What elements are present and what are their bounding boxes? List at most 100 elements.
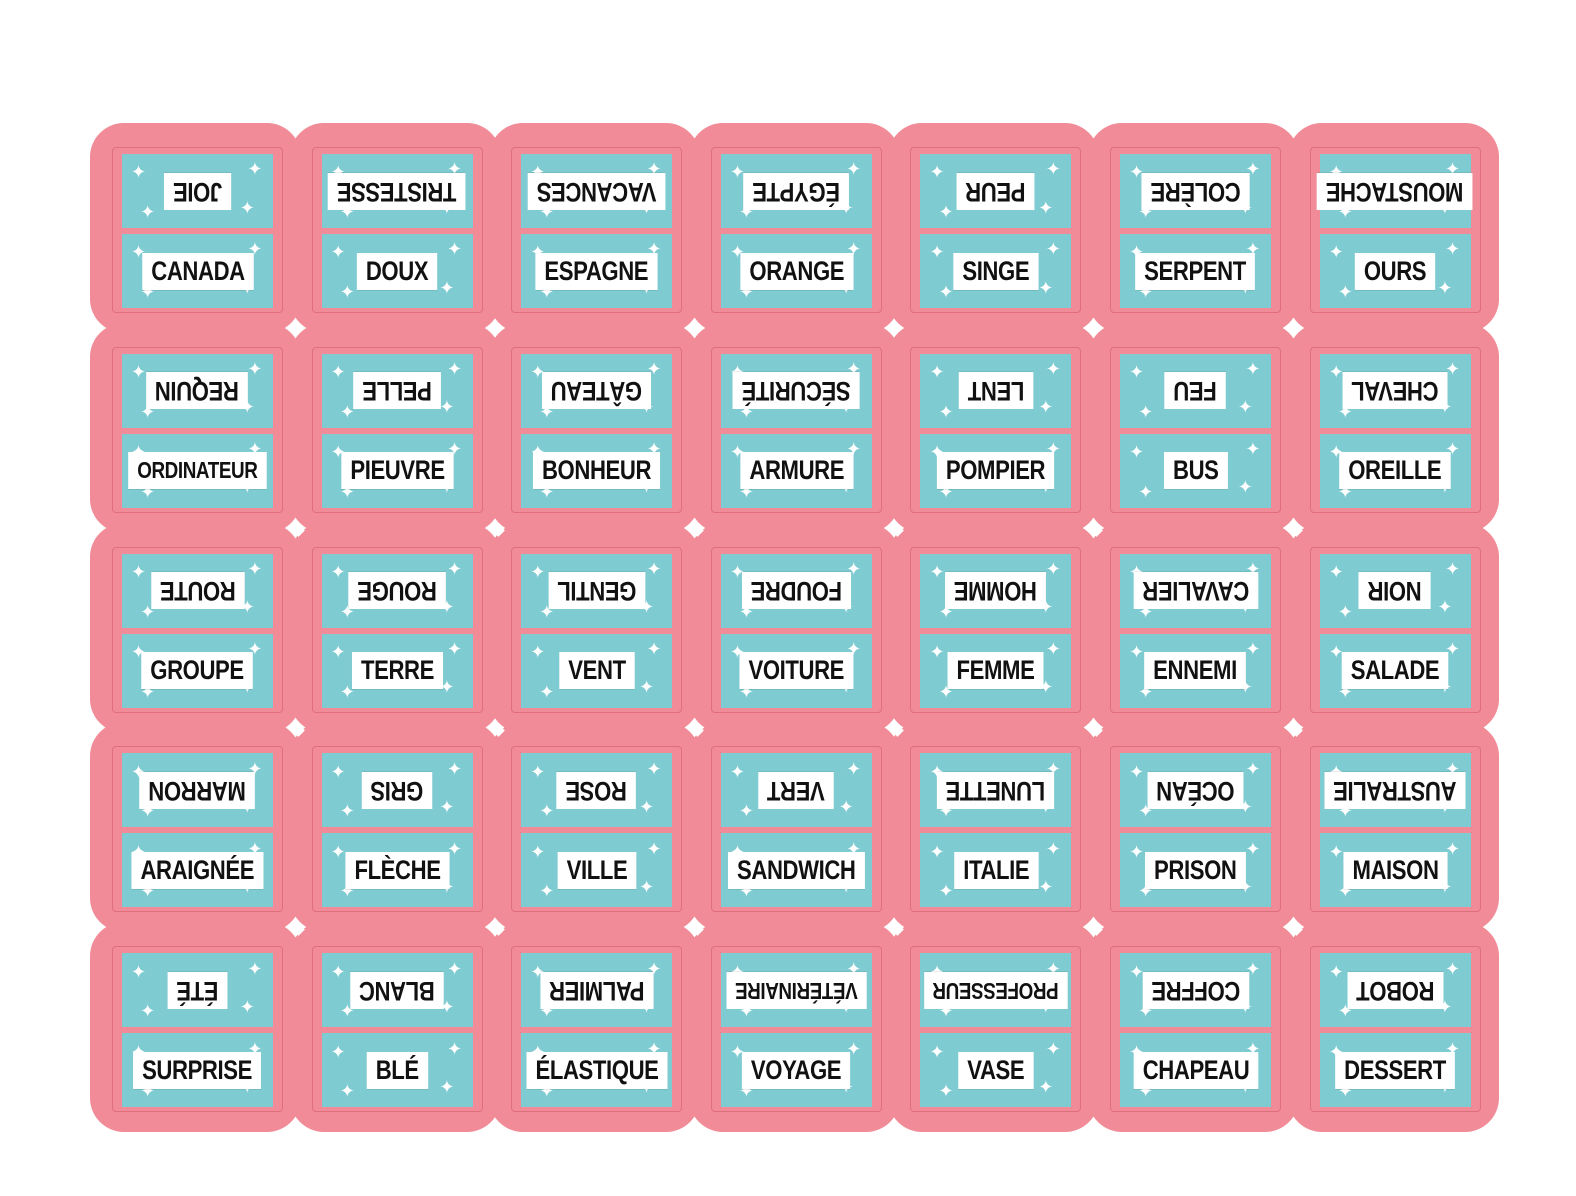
domino-half-bottom: ✦ ✦ ✦ ✦ BLÉ	[321, 1033, 473, 1108]
domino-half-bottom: ✦ ✦ ✦ ✦ TERRE	[321, 633, 473, 708]
domino-word-bottom: POMPIER	[937, 452, 1055, 490]
domino-card: ✦✦✦✦FOUDRE✦✦✦✦VOITURE	[688, 522, 900, 733]
sparkle-icon: ✦	[539, 801, 555, 823]
sparkle-icon: ✦	[439, 277, 455, 299]
domino-word-bottom: SINGE	[953, 252, 1039, 290]
domino-half-top: ✦ ✦ ✦ ✦ BLANC	[321, 953, 473, 1028]
sparkle-icon: ✦	[938, 401, 954, 423]
sparkle-icon: ✦	[330, 841, 346, 863]
domino-frame: ✦✦✦✦OCÉAN✦✦✦✦PRISON	[1110, 746, 1281, 913]
sparkle-icon: ✦	[330, 761, 346, 783]
domino-frame: ✦✦✦✦CHEVAL✦✦✦✦OREILLE	[1309, 346, 1481, 513]
sparkle-icon: ✦	[1328, 641, 1344, 663]
sparkle-icon: ✦	[646, 838, 662, 860]
sparkle-icon: ✦	[1328, 961, 1344, 983]
sparkle-icon: ✦	[239, 996, 255, 1018]
domino-word-bottom: VOYAGE	[742, 1051, 851, 1089]
domino-word-top: AUSTRALIE	[1324, 771, 1466, 809]
domino-word-top: ÉGYPTE	[743, 172, 849, 210]
domino-half-bottom: ✦✦✦✦OREILLE	[1319, 433, 1471, 508]
domino-word-top: PALMIER	[540, 971, 654, 1009]
domino-frame: ✦✦✦✦ROUTE✦✦✦✦GROUPE	[112, 546, 283, 713]
domino-half-bottom: ✦✦✦✦ARAIGNÉE	[122, 833, 273, 908]
domino-word-top: MARRON	[139, 771, 256, 809]
domino-half-top: ✦ ✦ ✦ ✦ LENT	[920, 353, 1072, 428]
domino-word-top: CHEVAL	[1342, 372, 1448, 410]
sparkle-icon: ✦	[140, 202, 156, 224]
domino-frame: ✦ ✦ ✦ ✦ JOIE ✦✦✦✦CANADA	[112, 147, 283, 313]
sparkle-icon: ✦	[638, 877, 655, 899]
sparkle-icon: ✦	[846, 159, 862, 181]
domino-word-top: ÉTÉ	[167, 971, 228, 1009]
domino-frame: ✦ ✦ ✦ ✦ ÉTÉ ✦✦✦✦SURPRISE	[112, 946, 283, 1113]
sparkle-icon: ✦	[1245, 359, 1261, 381]
sparkle-icon: ✦	[646, 558, 662, 580]
domino-word-bottom: MAISON	[1343, 851, 1448, 889]
domino-frame: ✦✦✦✦PELLE✦✦✦✦PIEUVRE	[311, 346, 483, 513]
sparkle-icon: ✦	[938, 881, 954, 903]
domino-word-top: OCÉAN	[1147, 771, 1244, 809]
domino-word-bottom: VILLE	[557, 851, 637, 889]
domino-word-top: GENTIL	[548, 572, 646, 610]
domino-word-top: CAVALIER	[1133, 572, 1258, 610]
domino-frame: ✦✦✦✦REQUIN✦✦✦✦ORDINATEUR	[112, 346, 283, 513]
domino-word-bottom: DESSERT	[1335, 1051, 1455, 1089]
domino-half-top: ✦ ✦ ✦ ✦ ROBOT	[1319, 953, 1471, 1028]
sparkle-icon: ✦	[446, 239, 463, 261]
domino-half-top: ✦✦✦✦PROFESSEUR	[920, 953, 1072, 1028]
sparkle-icon: ✦	[247, 558, 263, 580]
domino-half-top: ✦ ✦ ✦ ✦ PEUR	[920, 154, 1072, 228]
domino-half-top: ✦ ✦ ✦ ✦ VERT	[720, 753, 872, 828]
sparkle-icon: ✦	[1045, 838, 1061, 860]
domino-word-bottom: SERPENT	[1135, 252, 1256, 290]
domino-word-top: MOUSTACHE	[1317, 172, 1473, 210]
domino-word-top: COFFRE	[1142, 971, 1249, 1009]
domino-frame: ✦✦✦✦COFFRE✦✦✦✦CHAPEAU	[1110, 946, 1281, 1113]
domino-frame: ✦ ✦ ✦ ✦ ROUGE ✦ ✦ ✦ ✦ TERRE	[311, 546, 483, 713]
domino-word-top: VÉTÉRINAIRE	[726, 971, 867, 1009]
sparkle-icon: ✦	[330, 561, 346, 583]
sparkle-icon: ✦	[330, 641, 346, 663]
sparkle-icon: ✦	[330, 362, 346, 384]
domino-half-top: ✦✦✦✦AUSTRALIE	[1319, 753, 1471, 828]
sparkle-icon: ✦	[1129, 362, 1145, 384]
sparkle-icon: ✦	[738, 801, 754, 823]
domino-half-bottom: ✦✦✦✦ÉLASTIQUE	[521, 1033, 673, 1108]
sparkle-icon: ✦	[1245, 958, 1261, 980]
sparkle-icon: ✦	[1245, 758, 1261, 780]
domino-word-top: ROUGE	[348, 572, 446, 610]
domino-frame: ✦✦✦✦SÉCURITÉ✦✦✦✦ARMURE	[710, 346, 882, 513]
domino-half-top: ✦✦✦✦VACANCES	[521, 154, 673, 228]
domino-half-bottom: ✦✦✦✦CANADA	[122, 234, 273, 308]
sparkle-icon: ✦	[339, 801, 355, 823]
domino-half-top: ✦✦✦✦COFFRE	[1120, 953, 1271, 1028]
domino-card: ✦ ✦ ✦ ✦ FEU ✦ ✦ ✦ ✦ BUS	[1088, 322, 1299, 533]
domino-frame: ✦✦✦✦TRISTESSE✦✦✦✦DOUX	[311, 147, 483, 313]
domino-card: ✦✦✦✦PROFESSEUR✦✦✦✦VASE	[888, 922, 1100, 1133]
domino-word-bottom: ESPAGNE	[535, 252, 658, 290]
domino-word-top: NOIR	[1359, 572, 1431, 610]
domino-word-top: REQUIN	[146, 372, 249, 410]
domino-half-top: ✦ ✦ ✦ ✦ ÉTÉ	[122, 953, 273, 1028]
domino-card: ✦✦✦✦TRISTESSE✦✦✦✦DOUX	[289, 123, 501, 333]
sparkle-icon: ✦	[1045, 558, 1061, 580]
domino-half-top: ✦✦✦✦REQUIN	[122, 353, 273, 428]
domino-word-top: BLANC	[350, 971, 444, 1009]
domino-word-bottom: SURPRISE	[133, 1051, 262, 1089]
domino-word-bottom: SANDWICH	[728, 851, 865, 889]
domino-half-bottom: ✦✦✦✦DESSERT	[1319, 1033, 1471, 1108]
domino-card: ✦ ✦ ✦ ✦ JOIE ✦✦✦✦CANADA	[90, 123, 301, 333]
domino-word-bottom: SALADE	[1341, 652, 1449, 690]
domino-frame: ✦ ✦ ✦ ✦ PEUR ✦ ✦ ✦ ✦ SINGE	[910, 147, 1082, 313]
sparkle-icon: ✦	[1328, 242, 1344, 264]
sparkle-icon: ✦	[1129, 162, 1145, 184]
domino-frame: ✦✦✦✦VERT✦✦✦✦SANDWICH	[710, 746, 882, 913]
sparkle-icon: ✦	[1237, 397, 1253, 419]
sparkle-icon: ✦	[140, 1001, 156, 1023]
domino-word-top: LUNETTE	[937, 771, 1055, 809]
domino-frame: ✦✦✦✦VÉTÉRINAIRE✦✦✦✦VOYAGE	[710, 946, 882, 1113]
domino-half-bottom: ✦✦✦✦PIEUVRE	[321, 433, 473, 508]
cut-mark	[1489, 523, 1503, 537]
domino-word-top: FOUDRE	[741, 572, 851, 610]
domino-half-bottom: ✦ ✦ ✦ ✦ VILLE	[521, 833, 673, 908]
